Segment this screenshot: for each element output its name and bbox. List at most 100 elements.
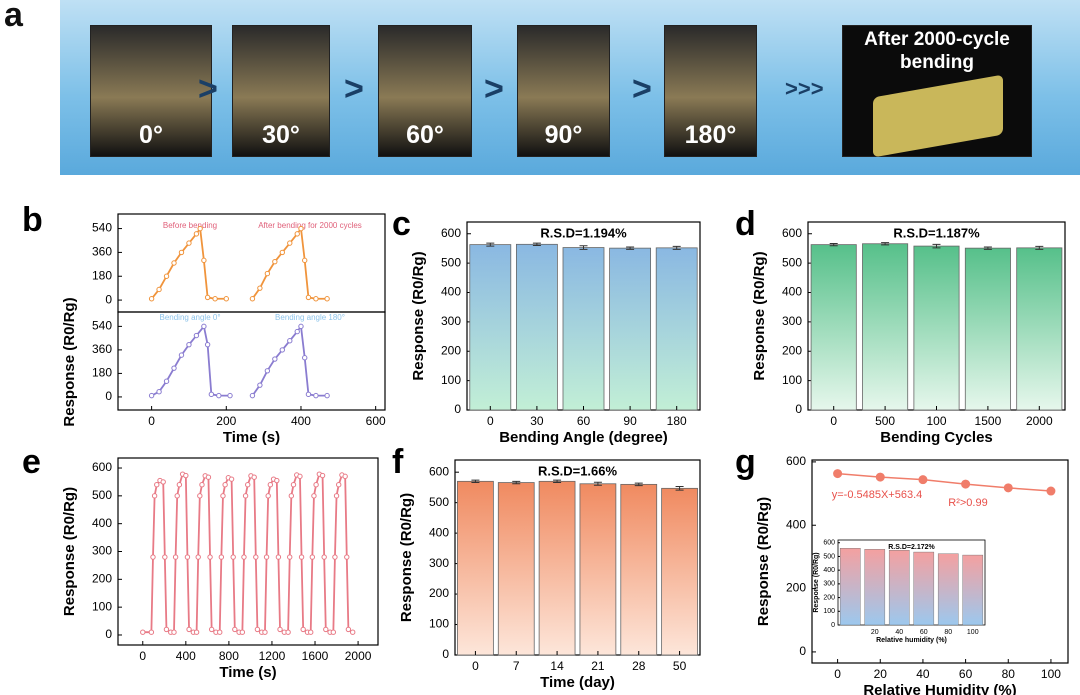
- chart-title: R.S.D=1.187%: [893, 225, 980, 240]
- data-point: [272, 258, 278, 265]
- data-point: [212, 296, 218, 302]
- data-point: [298, 554, 305, 560]
- x-tick-label: 800: [219, 649, 239, 663]
- x-tick-label: 20: [874, 667, 888, 681]
- x-tick-label: 100: [926, 414, 946, 428]
- data-point: [275, 554, 282, 560]
- photo: 180°: [664, 25, 757, 157]
- data-point: [230, 554, 236, 560]
- data-point: [1003, 483, 1013, 493]
- y-tick-label: 600: [823, 540, 835, 547]
- x-tick-label: 400: [176, 649, 196, 663]
- data-point: [342, 473, 348, 480]
- photo-label: 0°: [139, 121, 163, 149]
- x-axis-label: Relative Humidity (%): [863, 682, 1016, 695]
- data-point: [249, 296, 256, 302]
- bar: [469, 244, 512, 411]
- y-tick-label: 500: [429, 495, 449, 509]
- bar: [579, 483, 617, 656]
- x-tick-label: 80: [944, 629, 952, 636]
- data-point: [324, 392, 330, 399]
- y-tick-label: 0: [831, 622, 835, 629]
- data-point: [186, 341, 192, 348]
- x-tick-label: 40: [895, 629, 903, 636]
- data-point: [220, 493, 226, 499]
- arrow: >: [632, 70, 652, 108]
- error-bar: [486, 242, 495, 247]
- bar: [562, 247, 605, 411]
- data-point: [264, 270, 271, 277]
- data-point: [174, 493, 180, 499]
- photo: 60°: [378, 25, 472, 157]
- x-tick-label: 2000: [1026, 414, 1053, 428]
- data-point: [193, 231, 200, 237]
- y-tick-label: 600: [92, 460, 112, 474]
- panel-letter: f: [392, 443, 404, 481]
- x-axis-label: Time (s): [223, 429, 280, 446]
- y-tick-label: 540: [92, 221, 112, 235]
- panel-letter: c: [392, 205, 411, 243]
- data-point: [272, 356, 278, 362]
- data-point: [253, 554, 259, 560]
- data-line: [837, 472, 1051, 492]
- arrow: >>>: [785, 76, 824, 101]
- data-point: [279, 347, 286, 353]
- error-bar: [579, 245, 588, 250]
- data-point: [321, 554, 327, 560]
- y-tick-label: 400: [441, 285, 461, 299]
- x-tick-label: 2000: [345, 649, 372, 663]
- data-point: [298, 323, 304, 330]
- data-point: [171, 260, 177, 266]
- y-axis-label: Response (R0/Rg): [61, 297, 78, 426]
- data-point: [264, 368, 271, 374]
- y-tick-label: 300: [782, 314, 802, 328]
- y-tick-label: 100: [441, 373, 461, 387]
- y-tick-label: 0: [442, 647, 449, 661]
- data-line: [150, 226, 328, 300]
- bar: [888, 550, 910, 626]
- data-point: [298, 225, 304, 232]
- data-point: [227, 392, 233, 399]
- bar: [862, 243, 909, 411]
- y-tick-label: 0: [799, 644, 806, 658]
- data-point: [274, 477, 280, 484]
- data-point: [319, 472, 326, 479]
- y-axis-label: Response (R0/Rg): [751, 251, 768, 380]
- y-tick-label: 0: [795, 402, 802, 416]
- bar: [609, 247, 652, 411]
- plot-frame: [454, 459, 701, 656]
- annotation: y=-0.5485X+563.4: [832, 489, 923, 501]
- y-tick-label: 100: [823, 608, 835, 615]
- bar: [864, 549, 886, 626]
- data-point: [183, 472, 189, 479]
- error-bar: [983, 246, 992, 250]
- data-point: [309, 554, 316, 560]
- data-point: [216, 392, 222, 399]
- y-tick-label: 100: [92, 599, 112, 613]
- data-point: [199, 482, 205, 488]
- data-point: [305, 294, 312, 301]
- data-point: [148, 296, 155, 302]
- y-axis-label: Response (R0/Rg): [410, 251, 427, 380]
- photo-label: 90°: [544, 121, 583, 149]
- photo-label: 60°: [406, 121, 444, 149]
- x-tick-label: 14: [550, 659, 564, 673]
- photo: 30°: [232, 25, 330, 157]
- y-tick-label: 500: [441, 255, 461, 269]
- x-tick-label: 100: [1041, 667, 1061, 681]
- x-tick-label: 60: [959, 667, 973, 681]
- data-point: [323, 626, 329, 633]
- plot-frame: [811, 459, 1069, 664]
- data-point: [148, 629, 155, 635]
- data-point: [178, 352, 185, 358]
- y-tick-label: 0: [454, 402, 461, 416]
- error-bar: [626, 246, 635, 250]
- bar: [538, 480, 576, 656]
- chart-title: R.S.D=1.194%: [540, 225, 627, 240]
- photo-strip: 0° > 30° > 60° > 90° > 180° >>> After 20…: [60, 0, 1080, 175]
- data-point: [265, 493, 271, 499]
- y-tick-label: 300: [441, 314, 461, 328]
- data-point: [313, 392, 319, 399]
- y-tick-label: 100: [782, 373, 802, 387]
